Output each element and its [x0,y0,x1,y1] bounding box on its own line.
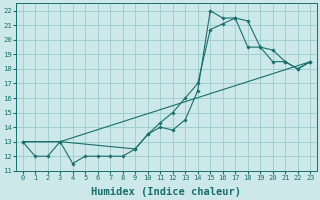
X-axis label: Humidex (Indice chaleur): Humidex (Indice chaleur) [92,186,242,197]
